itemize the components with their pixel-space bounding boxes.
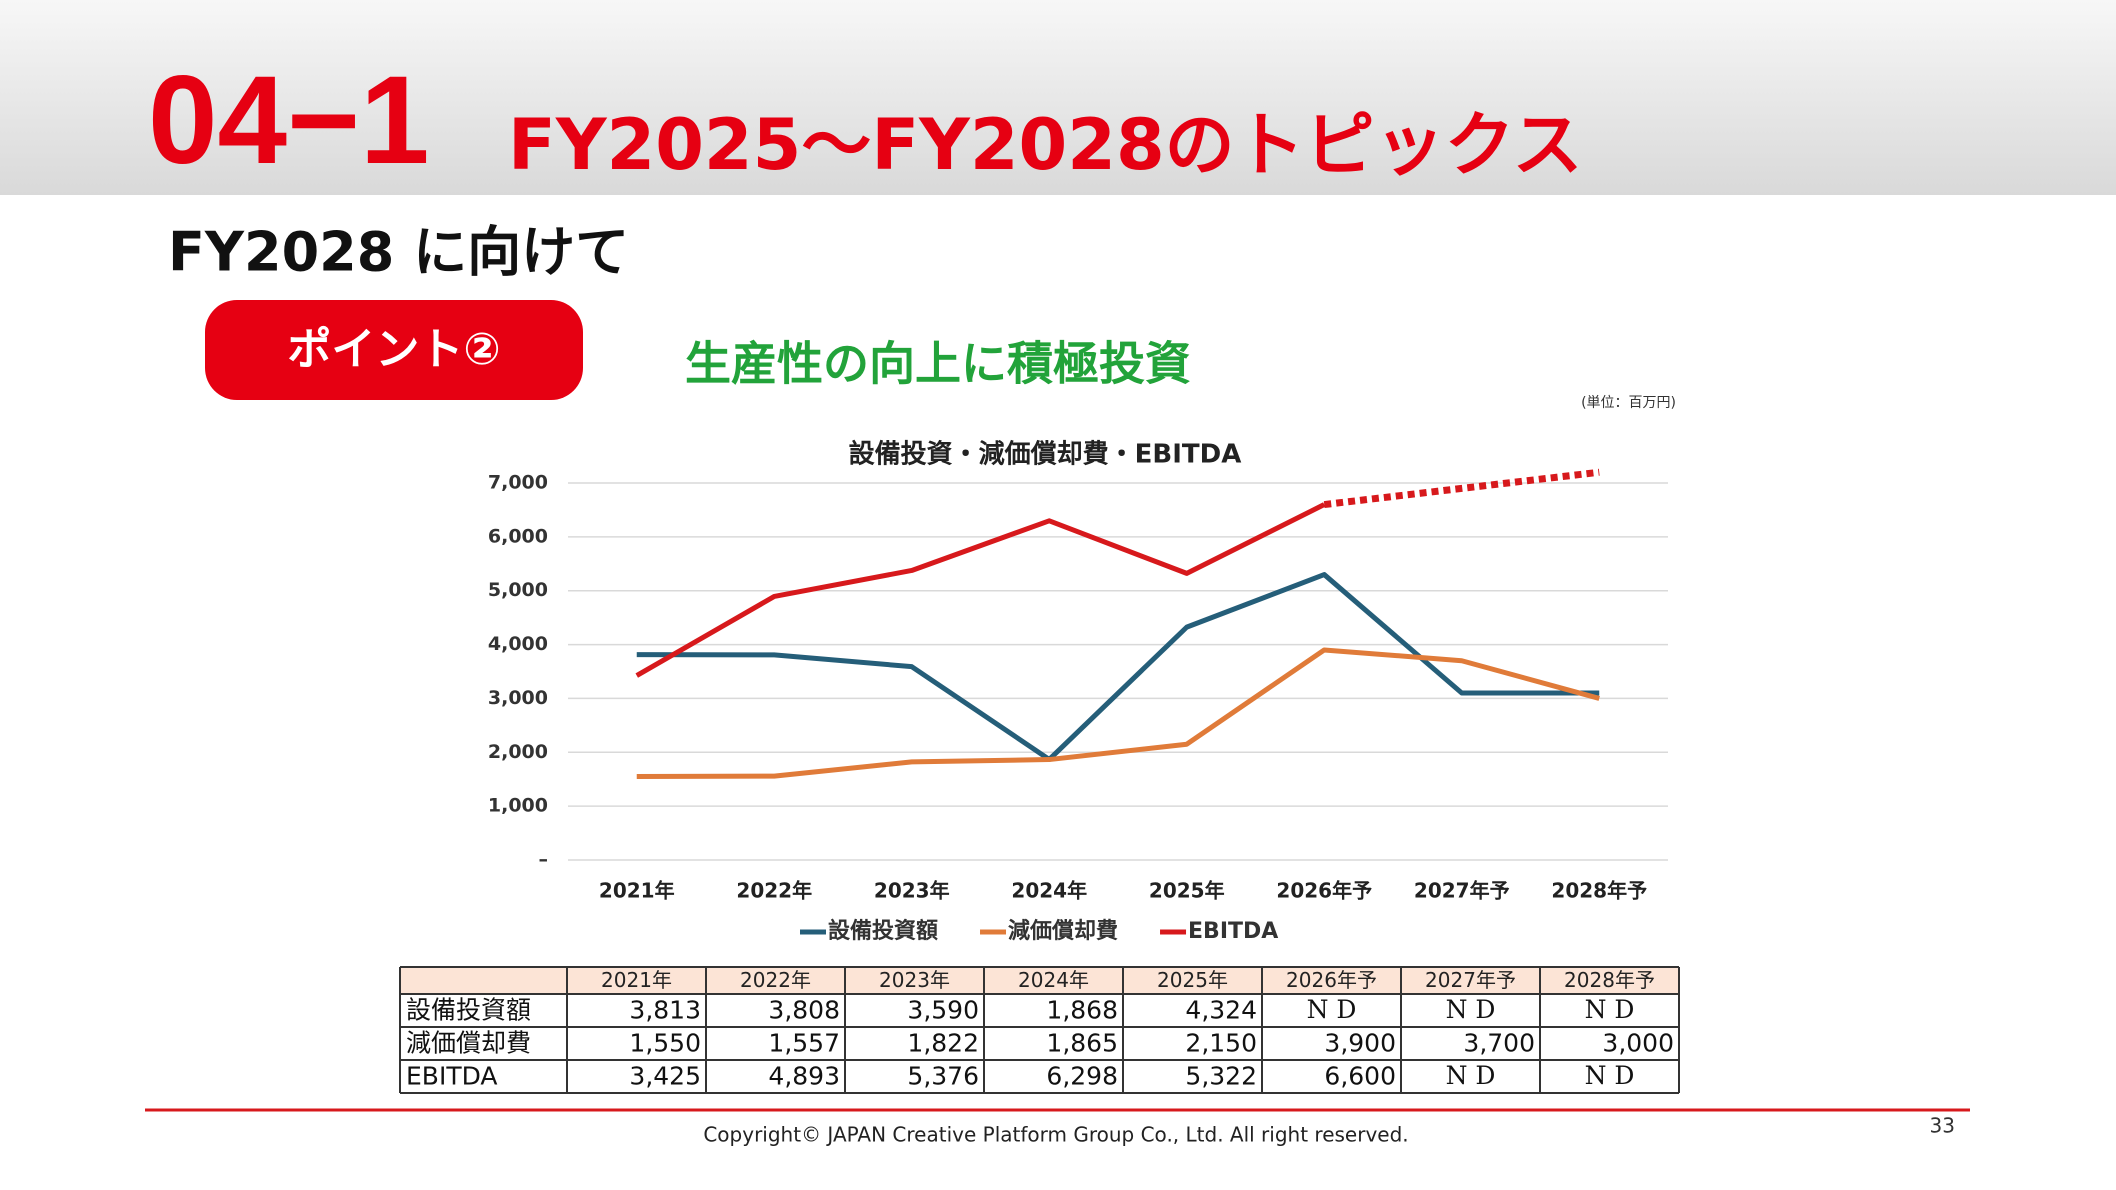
y-tick-label: 6,000: [488, 525, 548, 547]
page-number: 33: [1930, 1114, 1955, 1138]
table-cell: 4,324: [1185, 996, 1257, 1025]
table-header: 2024年: [1018, 968, 1089, 992]
section-number: 04−1: [148, 51, 430, 190]
y-tick-label: 4,000: [488, 633, 548, 655]
y-tick-label: –: [539, 849, 549, 871]
table-cell: N D: [1446, 1061, 1496, 1090]
table-cell: 3,900: [1324, 1029, 1396, 1058]
row-label: 減価償却費: [406, 1029, 531, 1058]
table-cell: 3,000: [1602, 1029, 1674, 1058]
table-cell: N D: [1585, 995, 1635, 1024]
legend-label: 減価償却費: [1008, 919, 1118, 944]
subtitle: FY2028 に向けて: [168, 221, 629, 284]
table-cell: 3,590: [907, 996, 979, 1025]
x-tick-label: 2027年予: [1414, 879, 1510, 903]
series-line: [636, 572, 1600, 762]
table-cell: 5,376: [907, 1062, 979, 1091]
table-cell: 2,150: [1185, 1029, 1257, 1058]
table-cell: 6,298: [1046, 1062, 1118, 1091]
y-tick-label: 2,000: [488, 741, 548, 763]
table-cell: N D: [1585, 1061, 1635, 1090]
table-cell: 3,425: [629, 1062, 701, 1091]
table-header: 2027年予: [1425, 968, 1516, 992]
legend-label: EBITDA: [1188, 919, 1278, 944]
table-header: 2026年予: [1286, 968, 1377, 992]
series-line: [635, 502, 1326, 678]
table-header: 2025年: [1157, 968, 1228, 992]
table-cell: N D: [1307, 995, 1357, 1024]
series-line: [1323, 468, 1600, 509]
table-header-bg: [400, 967, 1679, 994]
table-cell: 1,868: [1046, 996, 1118, 1025]
table-cell: 1,822: [907, 1029, 979, 1058]
series-line: [636, 647, 1600, 780]
table-header: 2022年: [740, 968, 811, 992]
x-tick-label: 2022年: [736, 879, 812, 903]
row-label: EBITDA: [406, 1062, 498, 1091]
table-header: 2023年: [879, 968, 950, 992]
table-cell: 3,700: [1463, 1029, 1535, 1058]
table-cell: 5,322: [1185, 1062, 1257, 1091]
unit-note: (単位：百万円): [1581, 395, 1676, 411]
table-cell: 4,893: [768, 1062, 840, 1091]
y-tick-label: 5,000: [488, 579, 548, 601]
table-header: 2021年: [601, 968, 672, 992]
slide-title: FY2025～FY2028のトピックス: [508, 104, 1583, 186]
copyright: Copyright© JAPAN Creative Platform Group…: [703, 1123, 1408, 1147]
badge-text: ポイント②: [287, 324, 500, 375]
x-tick-label: 2023年: [874, 879, 950, 903]
table-cell: 6,600: [1324, 1062, 1396, 1091]
y-tick-label: 7,000: [488, 472, 548, 494]
table-header: 2028年予: [1564, 968, 1655, 992]
x-tick-label: 2026年予: [1276, 879, 1372, 903]
y-tick-label: 1,000: [488, 795, 548, 817]
x-tick-label: 2021年: [599, 879, 675, 903]
x-tick-label: 2025年: [1149, 879, 1225, 903]
x-tick-label: 2028年予: [1551, 879, 1647, 903]
table-cell: N D: [1446, 995, 1496, 1024]
table-cell: 1,550: [629, 1029, 701, 1058]
legend-label: 設備投資額: [828, 918, 938, 944]
headline: 生産性の向上に積極投資: [685, 337, 1191, 391]
header-band: [0, 0, 2116, 195]
x-tick-label: 2024年: [1011, 879, 1087, 903]
chart-title: 設備投資・減価償却費・EBITDA: [849, 439, 1242, 470]
table-cell: 3,813: [629, 996, 701, 1025]
row-label: 設備投資額: [406, 996, 531, 1025]
badge: [205, 300, 583, 400]
table-cell: 1,865: [1046, 1029, 1118, 1058]
table-cell: 1,557: [768, 1029, 840, 1058]
table-cell: 3,808: [768, 996, 840, 1025]
y-tick-label: 3,000: [488, 687, 548, 709]
